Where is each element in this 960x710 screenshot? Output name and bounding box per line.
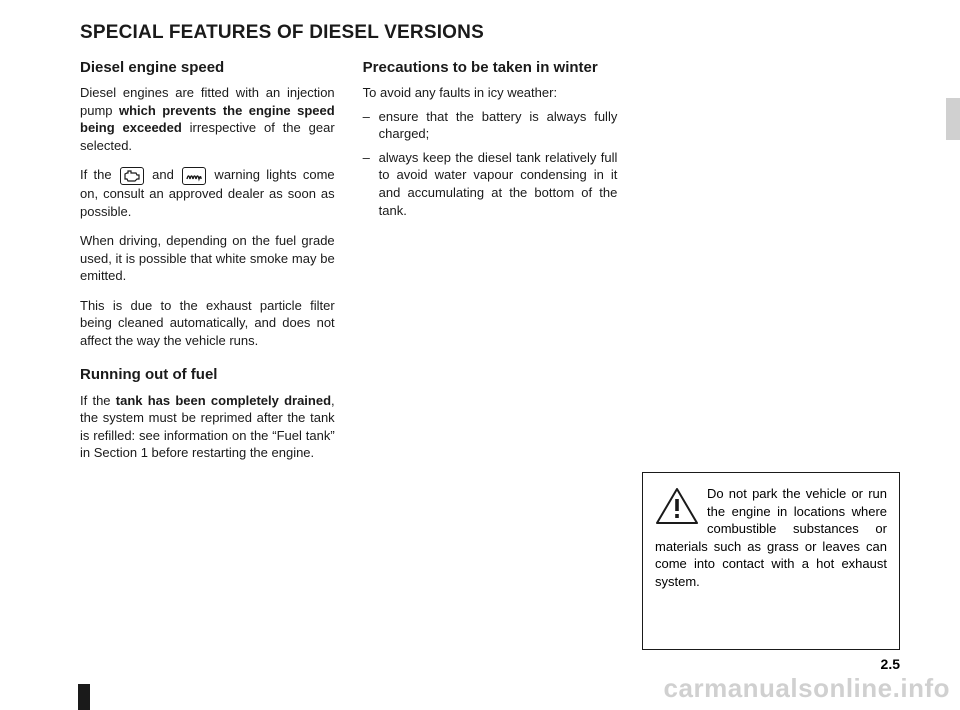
text-bold: tank has been completely drained bbox=[116, 393, 331, 408]
page-number: 2.5 bbox=[881, 656, 900, 672]
para-fuel-1: If the tank has been completely drained,… bbox=[80, 392, 335, 462]
text: warning lights come on, consult an appro… bbox=[80, 167, 335, 218]
column-layout: Diesel engine speed Diesel engines are f… bbox=[80, 58, 900, 474]
column-1: Diesel engine speed Diesel engines are f… bbox=[80, 58, 335, 474]
heading-winter: Precautions to be taken in winter bbox=[363, 58, 618, 78]
column-2: Precautions to be taken in winter To avo… bbox=[363, 58, 618, 474]
watermark: carmanualsonline.info bbox=[664, 673, 950, 704]
bullet-text: always keep the diesel tank relatively f… bbox=[379, 149, 618, 219]
column-3 bbox=[645, 58, 900, 474]
engine-warning-icon bbox=[120, 167, 144, 185]
para-speed-1: Diesel engines are fitted with an inject… bbox=[80, 84, 335, 154]
warning-box: Do not park the vehicle or run the engin… bbox=[642, 472, 900, 650]
side-tab bbox=[946, 98, 960, 140]
manual-page: SPECIAL FEATURES OF DIESEL VERSIONS Dies… bbox=[0, 0, 960, 710]
para-speed-3: When driving, depending on the fuel grad… bbox=[80, 232, 335, 285]
para-speed-2: If the and warning lights come on, consu… bbox=[80, 166, 335, 220]
list-item: –always keep the diesel tank relatively … bbox=[363, 149, 618, 219]
bullet-text: ensure that the battery is always fully … bbox=[379, 108, 618, 143]
bullet-dash: – bbox=[363, 149, 379, 219]
heading-diesel-speed: Diesel engine speed bbox=[80, 58, 335, 78]
text: and bbox=[146, 167, 180, 182]
glow-plug-warning-icon bbox=[182, 167, 206, 185]
warning-triangle-icon bbox=[655, 487, 699, 525]
text: If the bbox=[80, 393, 116, 408]
para-speed-4: This is due to the exhaust particle filt… bbox=[80, 297, 335, 350]
bottom-black-mark bbox=[78, 684, 90, 710]
page-title: SPECIAL FEATURES OF DIESEL VERSIONS bbox=[80, 22, 900, 44]
heading-running-out-fuel: Running out of fuel bbox=[80, 365, 335, 385]
text: If the bbox=[80, 167, 118, 182]
winter-bullet-list: –ensure that the battery is always fully… bbox=[363, 108, 618, 219]
bullet-dash: – bbox=[363, 108, 379, 143]
content-area: SPECIAL FEATURES OF DIESEL VERSIONS Dies… bbox=[80, 22, 900, 474]
para-winter-1: To avoid any faults in icy weather: bbox=[363, 84, 618, 102]
list-item: –ensure that the battery is always fully… bbox=[363, 108, 618, 143]
